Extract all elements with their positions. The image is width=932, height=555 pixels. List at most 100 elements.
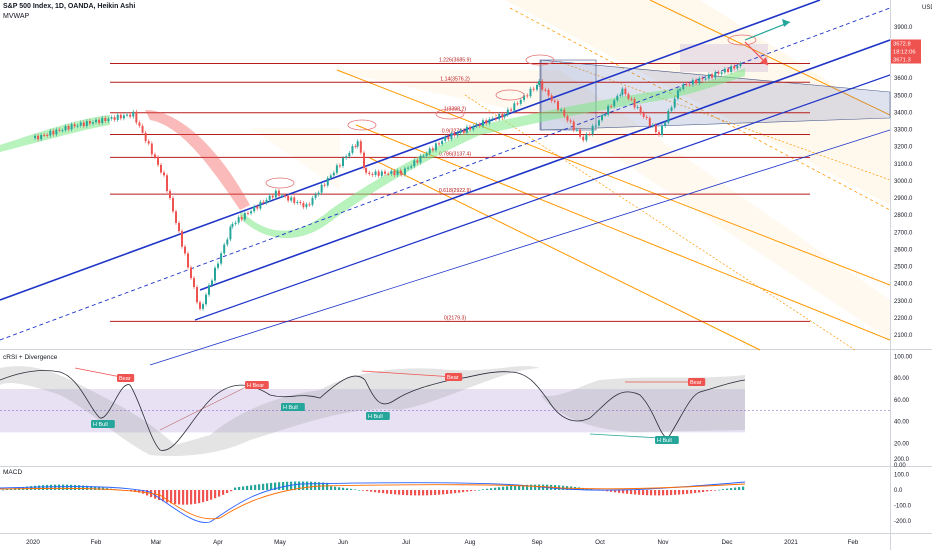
macd-histogram-bar [422, 490, 425, 496]
fib-levels: 1.226(3685.9) 1.14(3576.2) 1(3398.2) 0.9(32… [110, 57, 810, 322]
channel-line [0, 0, 821, 301]
macd-histogram-bar [622, 490, 625, 494]
pitchfork-zone-lower [330, 70, 890, 340]
candle-body [488, 119, 491, 124]
macd-histogram-bar [386, 490, 389, 494]
candle-body [613, 100, 616, 107]
candle-body [648, 117, 651, 126]
macd-histogram-bar [354, 489, 357, 491]
crsi-axis-tick: 0.00 [894, 463, 906, 469]
symbol-title: S&P 500 Index, 1D, OANDA, Heikin Ashi [3, 3, 136, 10]
crsi-divergence-line [159, 382, 255, 431]
macd-histogram-bar [606, 490, 609, 492]
divergence-tag-bg [688, 378, 706, 386]
candle-body [345, 156, 348, 159]
macd-histogram-bar [326, 482, 329, 490]
price-axis-tick: 2600.0 [894, 247, 913, 253]
macd-histogram-bar [2, 489, 5, 491]
divergence-tag: H Bear [247, 383, 264, 389]
macd-histogram-bar [690, 490, 693, 494]
candle-body [229, 226, 232, 240]
time-axis: 2020 Feb Mar Apr May Jun Jul Aug Sep Oct Nov Dec 202… [26, 539, 859, 546]
candle-body [175, 211, 177, 223]
candle-body [541, 81, 544, 90]
candle-body [550, 95, 553, 101]
candle-body [160, 164, 162, 173]
price-axis: USD3900.03800.03700.03600.03500.03400.03… [891, 5, 932, 339]
candle-body [491, 118, 494, 120]
price-tag-bg [891, 55, 921, 64]
divergence-tag: H Bull [368, 414, 383, 420]
price-axis-tick: 3000.0 [894, 179, 913, 185]
candle-body [284, 195, 287, 197]
macd-histogram-bar [434, 490, 437, 495]
candle-body [187, 253, 189, 268]
candle-body [529, 88, 532, 97]
candle-body [494, 118, 497, 120]
pitchfork-line [464, 94, 856, 351]
macd-histogram-bar [254, 484, 257, 490]
candle-body [610, 106, 613, 108]
candle-body [472, 126, 475, 130]
candle-body [400, 173, 403, 175]
candle-body [654, 125, 657, 133]
macd-histogram-bar [338, 487, 341, 490]
macd-histogram-bar [738, 487, 741, 490]
candle-body [588, 134, 591, 136]
candle-body [513, 103, 516, 111]
price-axis-tick: 3600.0 [894, 76, 913, 82]
candle-body [645, 116, 648, 118]
macd-histogram-bar [466, 490, 469, 492]
price-axis-tick: 3100.0 [894, 162, 913, 168]
price-axis-tick: 2200.0 [894, 316, 913, 322]
candle-body [636, 106, 639, 108]
macd-histogram-bar [366, 490, 369, 492]
channel-line [194, 74, 891, 321]
macd-histogram-bar [698, 490, 701, 493]
macd-histogram-bar [290, 481, 293, 490]
candle-body [733, 66, 736, 69]
macd-histogram-bar [226, 490, 229, 494]
candle-body [377, 171, 380, 176]
macd-histogram-bar [686, 490, 689, 494]
candle-body [428, 148, 431, 154]
macd-histogram-bar [458, 490, 461, 493]
candle-body [396, 170, 399, 176]
channel-line [149, 129, 891, 366]
macd-histogram-bar [390, 490, 393, 495]
candle-body [79, 122, 82, 126]
macd-histogram-bar [650, 490, 653, 496]
macd-histogram-bar [282, 481, 285, 490]
candle-body [240, 217, 243, 220]
candle-body [274, 190, 277, 198]
macd-histogram-bar [90, 486, 93, 490]
candle-body [348, 152, 351, 157]
candle-body [682, 84, 685, 89]
candle-body [132, 111, 135, 117]
price-axis-tick: 3400.0 [894, 110, 913, 116]
macd-histogram-bar [454, 490, 457, 494]
candle-body [399, 170, 402, 174]
candle-body [326, 177, 329, 186]
candle-body [380, 171, 383, 176]
candle-body [193, 278, 195, 288]
candle-body [49, 130, 52, 136]
macd-histogram-bar [502, 486, 505, 490]
macd-axis-tick: 100.0 [894, 473, 910, 479]
macd-histogram-bar [194, 490, 197, 504]
time-axis-label: Feb [848, 539, 859, 546]
macd-histogram-bar [78, 485, 81, 490]
candle-body [250, 211, 253, 214]
candle-body [657, 132, 660, 135]
macd-histogram-bar [410, 490, 413, 496]
highlight-ellipse [727, 34, 757, 46]
fib-label: 1.226(3685.9) [439, 57, 472, 63]
candle-body [419, 155, 422, 163]
candle-body [299, 201, 302, 204]
candle-body [320, 184, 323, 193]
macd-histogram-bar [510, 485, 513, 490]
macd-histogram-bar [298, 481, 301, 490]
